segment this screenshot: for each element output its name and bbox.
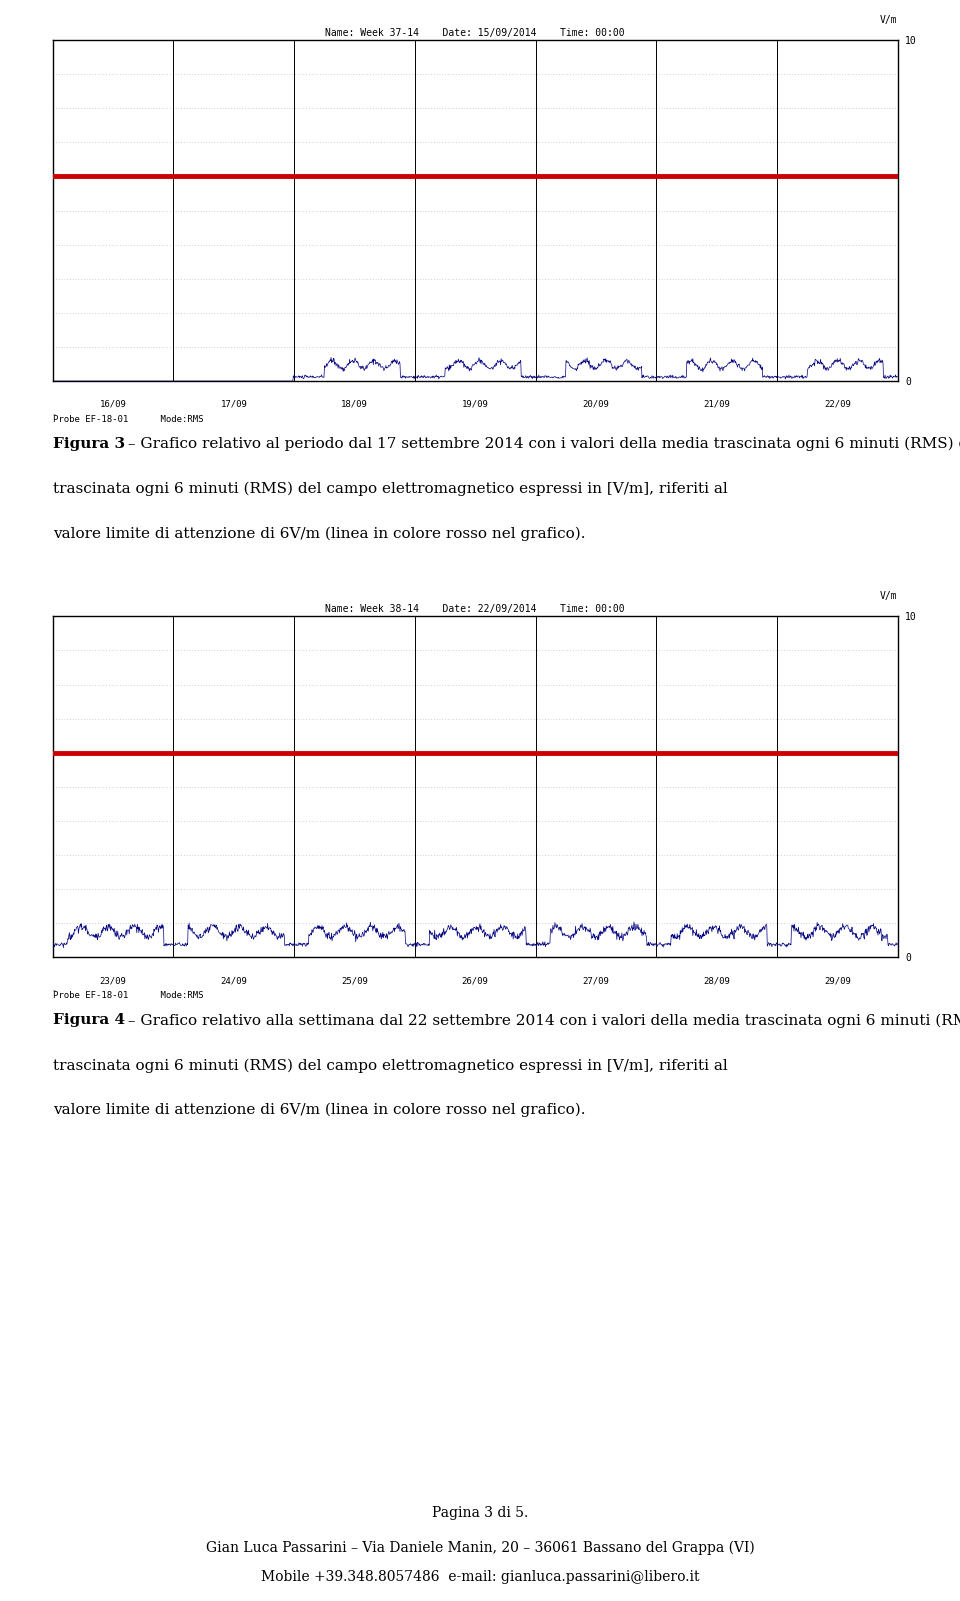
- Text: 20/09: 20/09: [583, 400, 610, 408]
- Text: valore limite di attenzione di 6V/m (linea in colore rosso nel grafico).: valore limite di attenzione di 6V/m (lin…: [53, 1103, 586, 1117]
- Text: 29/09: 29/09: [824, 977, 851, 985]
- Text: trascinata ogni 6 minuti (RMS) del campo elettromagnetico espressi in [V/m], rif: trascinata ogni 6 minuti (RMS) del campo…: [53, 482, 728, 496]
- Text: 23/09: 23/09: [100, 977, 127, 985]
- Text: 18/09: 18/09: [341, 400, 368, 408]
- Text: 26/09: 26/09: [462, 977, 489, 985]
- Text: 16/09: 16/09: [100, 400, 127, 408]
- Text: V/m: V/m: [880, 591, 898, 600]
- Text: 21/09: 21/09: [703, 400, 730, 408]
- Text: – Grafico relativo alla settimana dal 22 settembre 2014 con i valori della media: – Grafico relativo alla settimana dal 22…: [123, 1013, 960, 1028]
- Title: Name: Week 38-14    Date: 22/09/2014    Time: 00:00: Name: Week 38-14 Date: 22/09/2014 Time: …: [325, 604, 625, 615]
- Text: Probe EF-18-01      Mode:RMS: Probe EF-18-01 Mode:RMS: [53, 415, 204, 424]
- Text: Gian Luca Passarini – Via Daniele Manin, 20 – 36061 Bassano del Grappa (VI): Gian Luca Passarini – Via Daniele Manin,…: [205, 1542, 755, 1555]
- Text: 24/09: 24/09: [221, 977, 248, 985]
- Text: Figura 4: Figura 4: [53, 1013, 125, 1028]
- Text: V/m: V/m: [880, 14, 898, 24]
- Text: – Grafico relativo al periodo dal 17 settembre 2014 con i valori della media tra: – Grafico relativo al periodo dal 17 set…: [123, 437, 960, 451]
- Text: 28/09: 28/09: [703, 977, 730, 985]
- Text: trascinata ogni 6 minuti (RMS) del campo elettromagnetico espressi in [V/m], rif: trascinata ogni 6 minuti (RMS) del campo…: [53, 1058, 728, 1073]
- Text: 25/09: 25/09: [341, 977, 368, 985]
- Title: Name: Week 37-14    Date: 15/09/2014    Time: 00:00: Name: Week 37-14 Date: 15/09/2014 Time: …: [325, 27, 625, 38]
- Text: 17/09: 17/09: [221, 400, 248, 408]
- Text: valore limite di attenzione di 6V/m (linea in colore rosso nel grafico).: valore limite di attenzione di 6V/m (lin…: [53, 527, 586, 541]
- Text: Mobile +39.348.8057486  e-mail: gianluca.passarini@libero.it: Mobile +39.348.8057486 e-mail: gianluca.…: [261, 1571, 699, 1583]
- Text: 19/09: 19/09: [462, 400, 489, 408]
- Text: 27/09: 27/09: [583, 977, 610, 985]
- Text: Figura 3: Figura 3: [53, 437, 125, 451]
- Text: Pagina 3 di 5.: Pagina 3 di 5.: [432, 1507, 528, 1519]
- Text: 22/09: 22/09: [824, 400, 851, 408]
- Text: Probe EF-18-01      Mode:RMS: Probe EF-18-01 Mode:RMS: [53, 991, 204, 1001]
